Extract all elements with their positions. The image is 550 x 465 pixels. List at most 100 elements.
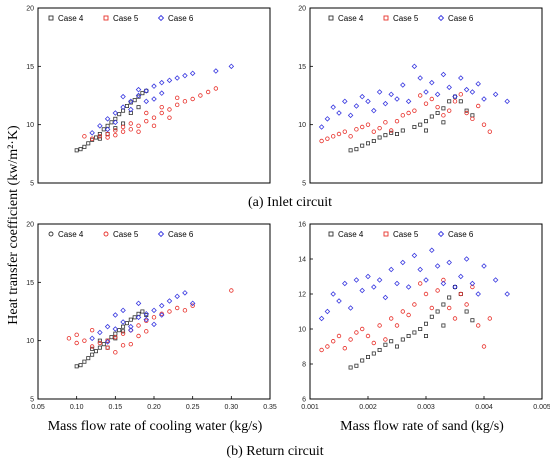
data-point (360, 358, 365, 363)
data-point (120, 124, 126, 130)
data-point (135, 300, 142, 307)
y-tick-label: 20 (26, 6, 34, 13)
data-point (348, 365, 353, 370)
data-point (174, 95, 180, 101)
data-point (354, 363, 359, 368)
x-tick-label: 0.05 (31, 404, 45, 411)
data-point (400, 259, 406, 266)
data-point (182, 72, 188, 79)
chart-inlet-water: 5 10 15 20 Case 4 Case 5 Case 6 (26, 6, 271, 188)
data-point (476, 103, 481, 109)
data-point (151, 123, 157, 129)
data-point (330, 104, 336, 110)
data-point (213, 86, 219, 91)
data-point (151, 115, 157, 120)
legend: Case 4 Case 5 Case 6 (48, 14, 194, 23)
chart-return-water: 5 10 15 20 0.05 0.10 0.15 0.20 0.25 0.30 0.35 Case … (26, 222, 277, 412)
data-point (120, 93, 126, 100)
data-point (104, 116, 111, 122)
data-point (112, 110, 119, 116)
data-point (492, 277, 499, 283)
data-point (463, 256, 470, 262)
data-point (487, 316, 492, 321)
data-point (447, 108, 452, 113)
x-tick-label: 0.15 (109, 404, 123, 411)
y-tick-label: 5 (30, 397, 34, 404)
data-point (167, 115, 172, 120)
data-point (411, 252, 418, 259)
data-point (97, 340, 103, 346)
data-point (189, 70, 196, 77)
data-point (151, 96, 157, 102)
data-point (429, 305, 434, 311)
data-point (144, 110, 149, 116)
data-point (113, 350, 118, 355)
data-point (469, 89, 476, 95)
data-point (124, 321, 129, 326)
legend-marker (157, 230, 165, 238)
x-axis-label-water: Mass flow rate of cooling water (kg/s) (48, 419, 263, 434)
data-point (365, 141, 370, 146)
y-tick-label: 20 (298, 6, 306, 13)
data-point (400, 128, 405, 133)
legend: Case 4 Case 5 Case 6 (48, 230, 194, 239)
data-point (82, 338, 87, 343)
x-tick-label: 0.005 (533, 404, 550, 411)
data-point (354, 147, 359, 152)
data-point (447, 295, 452, 300)
data-point (389, 130, 394, 135)
data-point (360, 326, 365, 332)
data-point (166, 77, 173, 84)
data-point (140, 309, 145, 314)
y-tick-label: 6 (302, 397, 306, 404)
data-point (113, 128, 118, 133)
data-point (336, 298, 342, 304)
data-point (435, 104, 440, 110)
data-point (435, 309, 440, 314)
data-point (400, 113, 405, 118)
data-point (383, 133, 388, 138)
data-point (371, 340, 376, 346)
data-point (394, 280, 400, 287)
data-point (132, 98, 137, 103)
data-point (435, 288, 440, 293)
data-point (400, 82, 406, 88)
data-point (347, 305, 354, 311)
data-point (90, 346, 95, 351)
data-point (74, 364, 79, 369)
legend-marker (383, 231, 389, 237)
data-point (128, 327, 134, 333)
data-point (143, 316, 150, 323)
data-point (354, 330, 359, 335)
data-point (418, 281, 423, 286)
data-point (376, 277, 383, 283)
data-point (342, 346, 347, 351)
data-point (365, 98, 371, 105)
data-point (435, 111, 440, 116)
data-point (74, 332, 79, 338)
data-point (158, 90, 165, 96)
data-point (97, 345, 102, 350)
data-point (406, 312, 411, 318)
data-point (78, 363, 83, 368)
data-point (89, 136, 95, 141)
legend: Case 4 Case 5 Case 6 (328, 230, 474, 239)
data-point (78, 147, 83, 152)
data-point (365, 273, 371, 280)
data-point (441, 120, 446, 125)
data-point (423, 291, 429, 297)
data-point (117, 112, 122, 117)
data-point (135, 92, 142, 99)
data-point (113, 126, 118, 131)
data-point (121, 324, 126, 329)
data-point (198, 93, 203, 98)
data-point (446, 84, 452, 91)
legend-label: Case 6 (168, 14, 194, 23)
data-point (120, 319, 126, 325)
data-point (464, 110, 469, 116)
data-point (319, 347, 324, 353)
data-point (365, 333, 371, 339)
data-point (128, 317, 133, 322)
data-point (452, 284, 457, 289)
x-tick-label: 0.004 (475, 404, 493, 411)
